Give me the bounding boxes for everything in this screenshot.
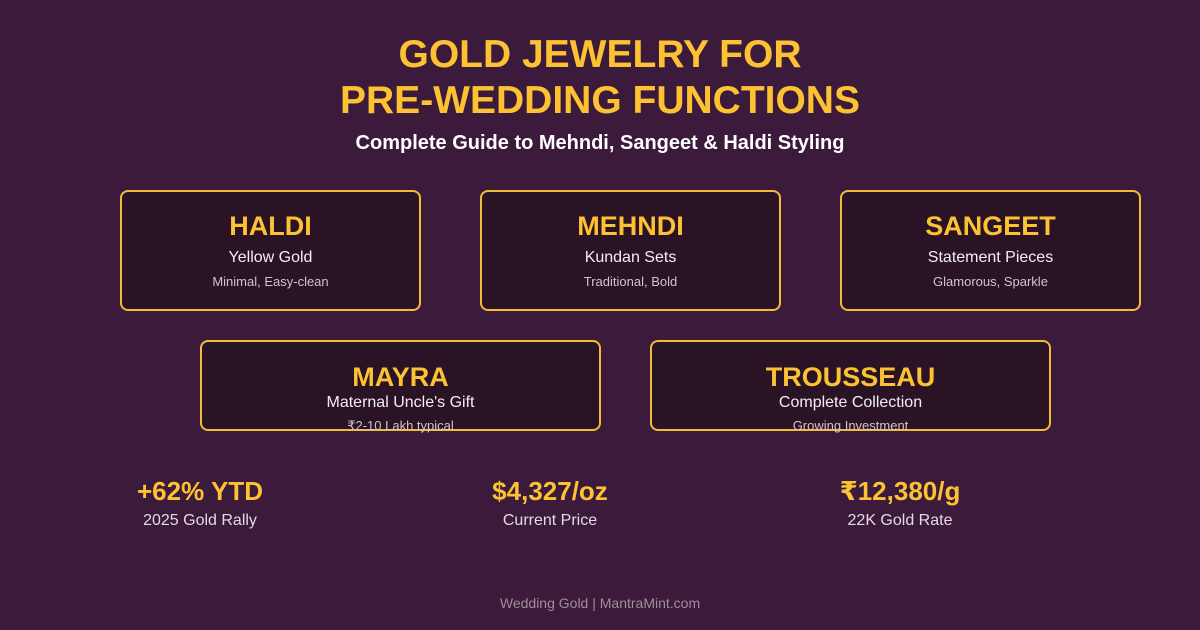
stat-value: $4,327/oz <box>492 476 608 506</box>
function-style-note: Traditional, Bold <box>583 274 678 289</box>
function-style-note: Growing Investment <box>792 418 909 433</box>
function-jewelry-type: Complete Collection <box>778 394 923 411</box>
function-jewelry-type: Maternal Uncle's Gift <box>326 394 475 411</box>
function-jewelry-type: Yellow Gold <box>228 249 313 266</box>
function-name: TROUSSEAU <box>765 362 936 392</box>
function-jewelry-type: Statement Pieces <box>927 249 1054 266</box>
footer-credit: Wedding Gold | MantraMint.com <box>499 595 701 611</box>
function-name: HALDI <box>229 211 312 241</box>
function-card-mayra: MAYRA Maternal Uncle's Gift ₹2-10 Lakh t… <box>200 340 601 433</box>
stat-22k-rate: ₹12,380/g 22K Gold Rate <box>750 476 1050 531</box>
function-name: MAYRA <box>352 362 449 392</box>
function-card-sangeet: SANGEET Statement Pieces Glamorous, Spar… <box>840 190 1141 311</box>
stat-ytd-rally: +62% YTD 2025 Gold Rally <box>50 476 350 531</box>
title-line-1: GOLD JEWELRY FOR <box>398 33 802 76</box>
function-card-trousseau: TROUSSEAU Complete Collection Growing In… <box>650 340 1051 433</box>
function-jewelry-type: Kundan Sets <box>584 249 677 266</box>
title-line-2: PRE-WEDDING FUNCTIONS <box>340 79 860 122</box>
function-name: SANGEET <box>925 211 1056 241</box>
function-style-note: Glamorous, Sparkle <box>933 274 1048 289</box>
function-name: MEHNDI <box>577 211 684 241</box>
stat-label: 22K Gold Rate <box>847 512 953 529</box>
stat-value: ₹12,380/g <box>839 476 961 506</box>
function-style-note: Minimal, Easy-clean <box>212 274 329 289</box>
subtitle: Complete Guide to Mehndi, Sangeet & Hald… <box>355 132 845 154</box>
stat-label: Current Price <box>502 512 598 529</box>
function-card-haldi: HALDI Yellow Gold Minimal, Easy-clean <box>120 190 421 311</box>
function-card-mehndi: MEHNDI Kundan Sets Traditional, Bold <box>480 190 781 311</box>
stat-label: 2025 Gold Rally <box>143 512 257 529</box>
function-style-note: ₹2-10 Lakh typical <box>347 418 454 433</box>
stat-value: +62% YTD <box>137 476 263 506</box>
stat-current-price: $4,327/oz Current Price <box>400 476 700 531</box>
